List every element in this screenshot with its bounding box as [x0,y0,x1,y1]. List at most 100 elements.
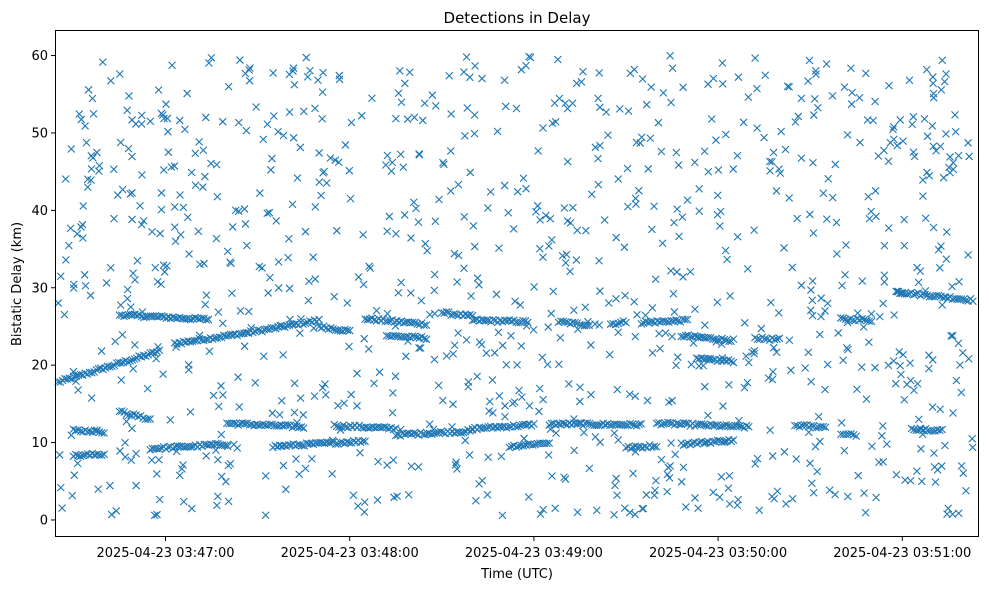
data-point [242,241,251,250]
data-point [712,136,720,145]
data-point [538,353,547,362]
data-point [388,158,397,167]
data-point [611,320,620,329]
data-point [211,439,220,448]
data-point [751,459,760,468]
data-point [821,423,830,432]
data-point [214,402,223,411]
data-point [500,76,509,85]
data-point [519,174,528,183]
data-point [269,69,278,77]
data-point [401,352,410,361]
data-point [860,489,869,497]
data-point [848,88,856,97]
data-point [429,425,438,434]
data-point [612,233,621,242]
data-point [234,118,243,127]
data-point [514,318,523,327]
data-point [160,268,169,276]
data-point [536,216,545,224]
data-point [290,80,299,89]
data-point [610,510,618,519]
data-point [515,386,523,395]
data-point [460,132,469,140]
data-point [520,434,528,443]
data-point [81,281,90,290]
data-point [92,365,101,374]
data-point [668,332,676,341]
data-point [128,152,136,161]
data-point [213,439,222,448]
data-point [263,120,272,129]
data-point [146,415,155,423]
data-point [504,422,513,431]
data-point [694,504,702,513]
data-point [817,312,825,321]
data-point [805,56,814,65]
data-point [658,239,667,248]
data-point [604,299,613,307]
data-point [413,320,422,328]
data-point [867,207,876,216]
data-point [381,161,390,169]
data-point [264,289,273,297]
data-point [962,486,970,495]
data-point [948,331,957,340]
data-point [215,333,224,342]
data-point [551,504,560,513]
data-point [544,242,553,250]
data-point [87,394,96,402]
data-point [201,300,210,309]
data-point [600,216,609,224]
data-point [569,306,578,315]
data-point [76,370,85,379]
data-point [470,129,479,138]
data-point [534,146,543,155]
data-point [641,311,650,320]
data-point [657,420,666,429]
data-point [882,440,891,449]
data-point [473,274,482,282]
data-point [968,297,977,306]
data-point [420,321,429,330]
data-point [734,495,743,504]
data-point [667,98,675,107]
data-point [512,104,521,113]
data-point [726,422,735,431]
data-point [255,189,264,197]
data-point [951,111,959,119]
data-point [60,310,69,319]
data-point [349,491,358,500]
data-point [804,77,812,85]
y-tick-label: 20 [31,359,48,374]
data-point [137,120,146,128]
data-point [647,83,656,92]
data-point [791,118,800,126]
data-point [106,481,114,490]
data-point [699,361,708,370]
data-point [109,165,118,174]
data-point [438,396,447,405]
data-point [272,216,281,225]
data-point [147,456,156,464]
data-point [68,491,77,500]
data-point [450,341,459,350]
data-point [157,205,166,214]
data-point [368,94,376,103]
data-point [519,316,528,325]
data-point [659,420,668,428]
data-point [442,308,451,316]
data-point [409,429,418,438]
data-point [566,319,575,328]
data-point [437,308,446,317]
data-point [935,426,944,435]
data-point [431,217,440,226]
data-point [539,124,547,132]
data-point [709,488,718,497]
data-point [819,422,828,431]
data-point [857,363,866,372]
data-point [122,311,131,320]
data-point [330,292,339,301]
data-point [704,411,712,420]
data-point [56,272,65,281]
